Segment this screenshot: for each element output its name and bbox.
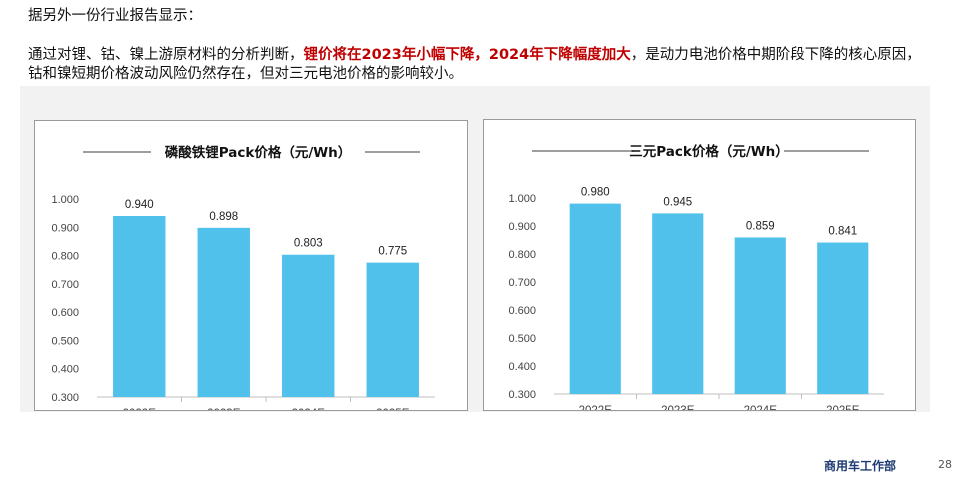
bar-2023E <box>197 227 250 397</box>
data-label: 0.803 <box>294 238 323 250</box>
x-tick-label: 2025E <box>826 405 860 410</box>
x-tick-label: 2024E <box>292 408 326 410</box>
x-tick-label: 2022E <box>579 405 613 410</box>
data-label: 0.898 <box>209 211 238 223</box>
paragraph-before: 通过对锂、钴、镍上游原材料的分析判断， <box>28 47 304 63</box>
ncm-chart-svg: 三元Pack价格（元/Wh） 0.300 0.400 0.500 0.600 0.700 0… <box>508 143 884 410</box>
ncm-pack-price-chart: 三元Pack价格（元/Wh） 0.300 0.400 0.500 0.600 0.700 0… <box>483 119 916 411</box>
bar-2024E <box>282 254 335 397</box>
lfp-pack-price-chart: 磷酸铁锂Pack价格（元/Wh） 0.300 0.400 0.500 0.600 0.70… <box>34 120 468 411</box>
analysis-paragraph: 通过对锂、钴、镍上游原材料的分析判断，锂价将在2023年小幅下降，2024年下降… <box>28 46 928 84</box>
x-tick-label: 2023E <box>207 408 241 410</box>
bar-2022E <box>569 203 621 394</box>
data-label: 0.841 <box>828 226 857 238</box>
bar-2025E <box>366 262 419 397</box>
bar-2023E <box>652 213 704 394</box>
y-tick-label: 0.500 <box>508 333 536 345</box>
bar-2024E <box>734 237 786 394</box>
x-tick-label: 2024E <box>744 405 778 410</box>
y-tick-label: 0.800 <box>51 251 79 263</box>
x-tick-label: 2023E <box>661 405 695 410</box>
bar-2025E <box>817 242 869 394</box>
y-tick-label: 0.700 <box>51 279 79 291</box>
data-label: 0.980 <box>581 187 610 199</box>
data-label: 0.775 <box>378 246 407 258</box>
chart-title: 三元Pack价格（元/Wh） <box>629 143 789 160</box>
y-tick-label: 0.900 <box>508 221 536 233</box>
chart-area: 磷酸铁锂Pack价格（元/Wh） 0.300 0.400 0.500 0.600 0.70… <box>20 86 930 412</box>
footer-department: 商用车工作部 <box>824 459 897 473</box>
data-label: 0.945 <box>663 196 692 208</box>
y-tick-label: 0.400 <box>508 361 536 373</box>
intro-text: 据另外一份行业报告显示： <box>28 8 202 24</box>
y-tick-label: 1.000 <box>51 194 79 206</box>
page-number: 28 <box>938 458 952 471</box>
y-tick-label: 1.000 <box>508 193 536 205</box>
chart-title: 磷酸铁锂Pack价格（元/Wh） <box>165 144 352 161</box>
y-tick-label: 0.500 <box>51 335 79 347</box>
y-tick-label: 0.300 <box>508 389 536 401</box>
y-tick-label: 0.400 <box>51 364 79 376</box>
paragraph-highlight: 锂价将在2023年小幅下降，2024年下降幅度加大 <box>303 47 631 63</box>
bar-2022E <box>113 215 166 397</box>
y-tick-label: 0.900 <box>51 222 79 234</box>
paragraph-after: ，是动力电池价格中期阶段下降的核心原因，钴和镍短期价格波动风险仍然存在，但对三元… <box>28 47 921 82</box>
y-tick-label: 0.300 <box>51 392 79 404</box>
data-label: 0.940 <box>125 199 154 211</box>
x-tick-label: 2025E <box>376 408 410 410</box>
y-tick-label: 0.600 <box>508 305 536 317</box>
y-tick-label: 0.700 <box>508 277 536 289</box>
y-tick-label: 0.600 <box>51 307 79 319</box>
data-label: 0.859 <box>746 220 775 232</box>
lfp-chart-svg: 磷酸铁锂Pack价格（元/Wh） 0.300 0.400 0.500 0.600 0.70… <box>51 144 435 410</box>
y-tick-label: 0.800 <box>508 249 536 261</box>
x-tick-label: 2022E <box>123 408 157 410</box>
